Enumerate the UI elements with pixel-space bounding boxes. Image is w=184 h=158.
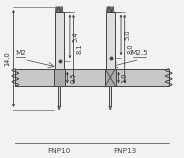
Text: 5.0: 5.0 — [124, 30, 130, 40]
Text: M2: M2 — [15, 50, 26, 56]
Polygon shape — [58, 106, 60, 110]
Text: FNP10: FNP10 — [47, 148, 71, 154]
Text: 5.4: 5.4 — [73, 31, 79, 42]
Polygon shape — [109, 106, 112, 110]
Text: 14.0: 14.0 — [5, 51, 10, 66]
Bar — [55, 12, 63, 86]
Bar — [15, 69, 169, 86]
Text: 0.5: 0.5 — [70, 72, 76, 83]
Bar — [106, 12, 115, 86]
Bar — [58, 86, 60, 106]
Bar — [105, 69, 116, 86]
Bar — [109, 86, 112, 106]
Text: FNP13: FNP13 — [113, 148, 137, 154]
Bar — [54, 69, 65, 86]
Text: 8.1: 8.1 — [77, 44, 82, 54]
Text: 1.0: 1.0 — [121, 72, 127, 83]
Text: 8.0: 8.0 — [128, 44, 134, 54]
Text: M2.5: M2.5 — [131, 50, 148, 56]
